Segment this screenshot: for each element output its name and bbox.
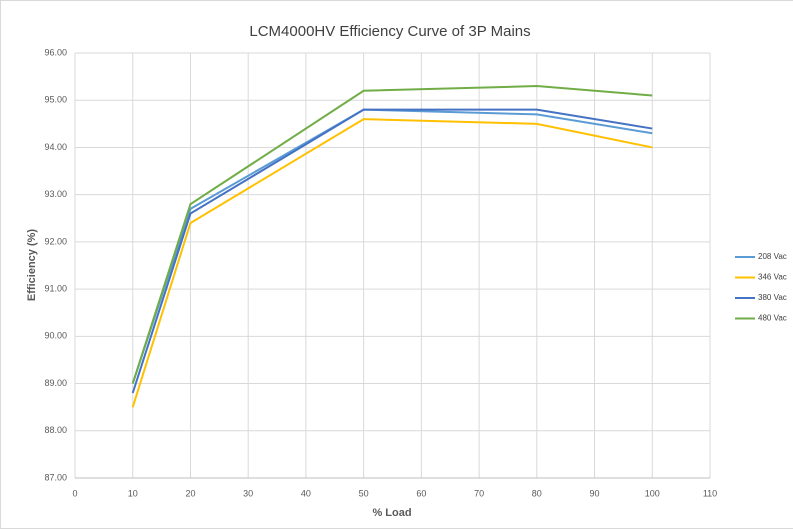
y-axis-title: Efficiency (%): [26, 229, 38, 301]
series-line: [131, 108, 653, 394]
x-tick-label: 70: [474, 488, 484, 498]
y-tick-label: 92.00: [44, 236, 67, 246]
x-tick-label: 110: [703, 488, 717, 498]
x-tick-label: 0: [72, 488, 77, 498]
y-tick-label: 96.00: [44, 47, 67, 57]
y-tick-label: 91.00: [44, 283, 67, 293]
series-line: [131, 118, 653, 408]
y-tick-label: 90.00: [44, 331, 67, 341]
y-tick-label: 87.00: [44, 472, 67, 482]
x-axis-title: % Load: [372, 507, 411, 519]
legend-label: 480 Vac: [758, 314, 787, 323]
y-tick-label: 94.00: [44, 142, 67, 152]
y-tick-label: 93.00: [44, 189, 67, 199]
y-tick-label: 95.00: [44, 95, 67, 105]
x-tick-label: 10: [128, 488, 138, 498]
x-tick-label: 50: [359, 488, 369, 498]
legend-label: 346 Vac: [758, 273, 787, 282]
x-tick-label: 90: [590, 488, 600, 498]
x-tick-label: 30: [243, 488, 253, 498]
legend-label: 380 Vac: [758, 293, 787, 302]
legend-label: 208 Vac: [758, 252, 787, 261]
x-tick-label: 40: [301, 488, 311, 498]
chart-title: LCM4000HV Efficiency Curve of 3P Mains: [249, 23, 530, 40]
y-tick-label: 89.00: [44, 378, 67, 388]
y-tick-label: 88.00: [44, 425, 67, 435]
x-tick-label: 60: [416, 488, 426, 498]
x-tick-label: 20: [185, 488, 195, 498]
x-tick-label: 80: [532, 488, 542, 498]
x-tick-label: 100: [645, 488, 660, 498]
series-line: [131, 85, 653, 384]
